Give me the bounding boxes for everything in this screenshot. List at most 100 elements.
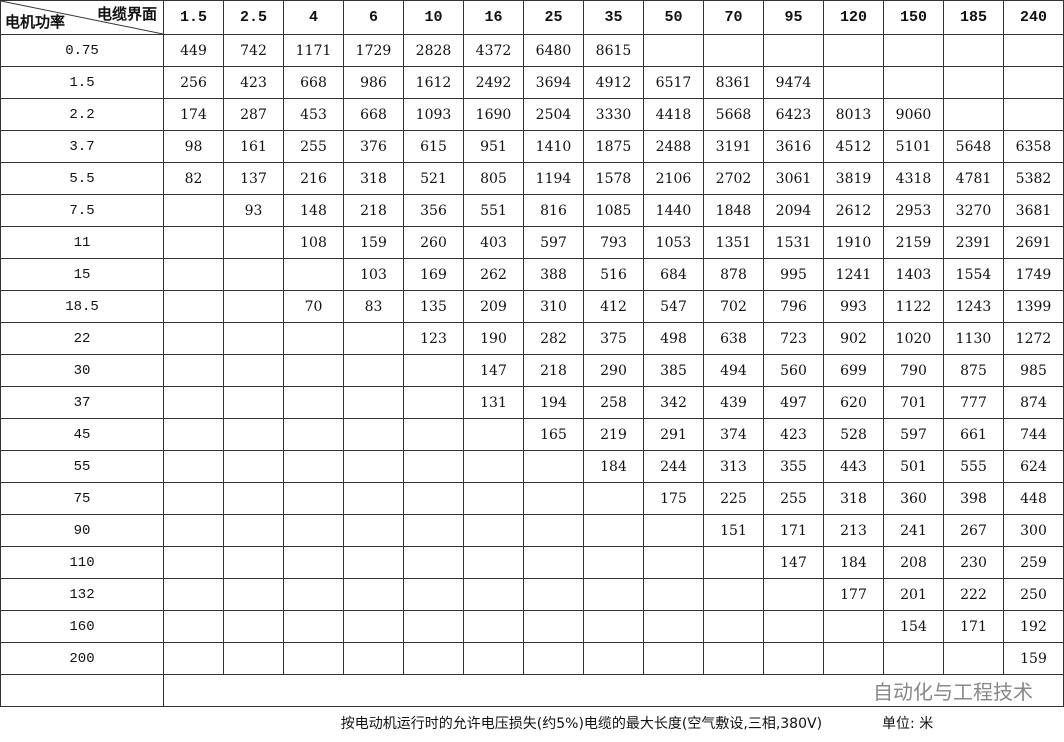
empty-cell [523,578,584,611]
empty-cell [763,642,824,675]
empty-cell [223,546,284,579]
empty-cell [823,66,884,99]
length-cell: 4781 [943,162,1004,195]
length-cell: 300 [1003,514,1064,547]
length-cell: 147 [463,354,524,387]
empty-cell [343,514,404,547]
data-row: 3.7 98 161 255 376 615 951 1410 1875 2488 3191 3616… [0,130,1064,163]
empty-cell [523,450,584,483]
length-cell: 2159 [883,226,944,259]
length-cell: 661 [943,418,1004,451]
empty-cell [343,450,404,483]
empty-cell [523,610,584,643]
empty-cell [223,450,284,483]
length-cell: 790 [883,354,944,387]
length-cell: 8013 [823,98,884,131]
length-cell: 439 [703,386,764,419]
data-row: 0.75 449 742 1171 1729 2828 4372 6480 8615 [0,34,1064,67]
length-cell: 1243 [943,290,1004,323]
power-label: 132 [0,578,164,611]
empty-cell [223,514,284,547]
length-cell: 9474 [763,66,824,99]
blank-cell [0,674,164,707]
empty-cell [403,546,464,579]
empty-cell [163,642,224,675]
length-cell: 874 [1003,386,1064,419]
empty-cell [223,386,284,419]
data-row: 22 123 190 282 375 498 638 723 902 1020 1130 1272 [0,322,1064,355]
power-label: 55 [0,450,164,483]
data-row: 90 151 171 213 241 267 300 [0,514,1064,547]
empty-cell [163,610,224,643]
empty-cell [583,546,644,579]
length-cell: 375 [583,322,644,355]
power-label: 30 [0,354,164,387]
length-cell: 161 [223,130,284,163]
corner-top: 电缆界面 [96,7,157,24]
empty-cell [163,418,224,451]
empty-cell [583,610,644,643]
empty-cell [583,514,644,547]
empty-cell [523,514,584,547]
length-cell: 2492 [463,66,524,99]
length-cell: 108 [283,226,344,259]
length-cell: 151 [703,514,764,547]
empty-cell [223,610,284,643]
length-cell: 82 [163,162,224,195]
data-row: 55 184 244 313 355 443 501 555 624 [0,450,1064,483]
length-cell: 2612 [823,194,884,227]
empty-cell [1003,66,1064,99]
empty-cell [283,322,344,355]
empty-cell [163,514,224,547]
section-header: 95 [763,0,824,35]
length-cell: 218 [523,354,584,387]
length-cell: 1578 [583,162,644,195]
length-cell: 282 [523,322,584,355]
power-label: 0.75 [0,34,164,67]
length-cell: 260 [403,226,464,259]
empty-cell [643,610,704,643]
length-cell: 4418 [643,98,704,131]
empty-cell [703,578,764,611]
length-cell: 290 [583,354,644,387]
data-row: 75 175 225 255 318 360 398 448 [0,482,1064,515]
length-cell: 2828 [403,34,464,67]
length-cell: 6358 [1003,130,1064,163]
empty-cell [163,482,224,515]
corner-bottom: 电机功率 [5,15,66,32]
length-cell: 225 [703,482,764,515]
length-cell: 555 [943,450,1004,483]
length-cell: 1440 [643,194,704,227]
empty-cell [283,610,344,643]
length-cell: 8615 [583,34,644,67]
length-cell: 6423 [763,98,824,131]
length-cell: 184 [583,450,644,483]
empty-cell [223,418,284,451]
length-cell: 624 [1003,450,1064,483]
section-header: 50 [643,0,704,35]
length-cell: 2953 [883,194,944,227]
empty-cell [283,482,344,515]
data-row: 45 165 219 291 374 423 528 597 661 744 [0,418,1064,451]
length-cell: 356 [403,194,464,227]
length-cell: 793 [583,226,644,259]
length-cell: 70 [283,290,344,323]
length-cell: 551 [463,194,524,227]
length-cell: 702 [703,290,764,323]
empty-cell [163,322,224,355]
length-cell: 3681 [1003,194,1064,227]
power-label: 160 [0,610,164,643]
section-header: 120 [823,0,884,35]
empty-cell [763,578,824,611]
empty-cell [343,546,404,579]
length-cell: 222 [943,578,1004,611]
length-cell: 159 [343,226,404,259]
data-row: 5.5 82 137 216 318 521 805 1194 1578 2106 2702 3061… [0,162,1064,195]
empty-cell [163,386,224,419]
length-cell: 318 [823,482,884,515]
section-header: 16 [463,0,524,35]
length-cell: 219 [583,418,644,451]
empty-cell [223,482,284,515]
length-cell: 816 [523,194,584,227]
empty-cell [463,610,524,643]
